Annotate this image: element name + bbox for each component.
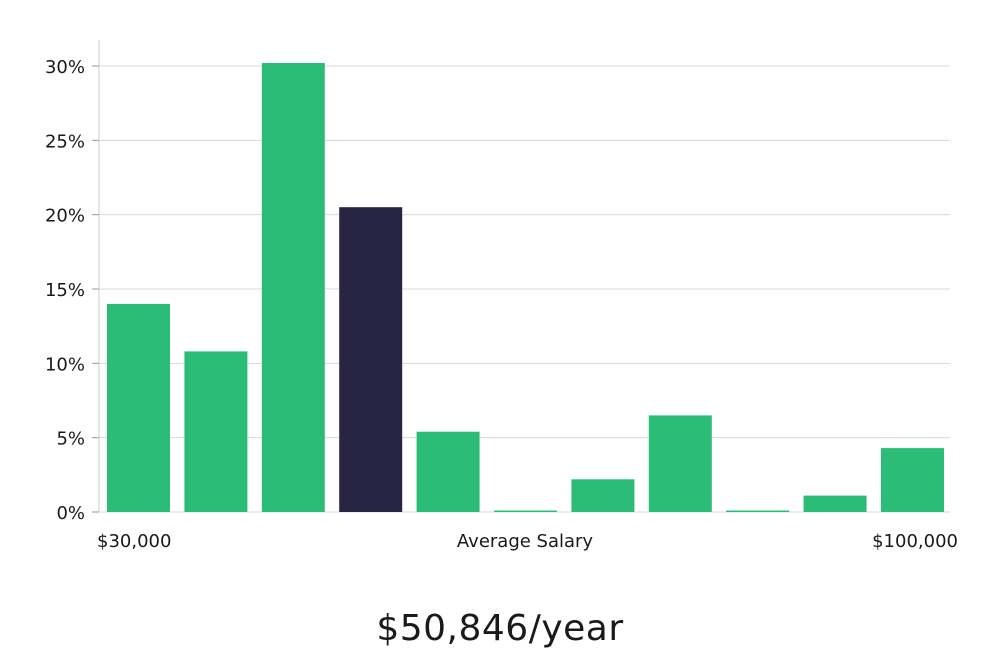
salary-histogram: 0% 5% 10% 15% 20% 25% 30% $30,000 Average Sala… [45, 40, 958, 552]
bar-highlighted [339, 207, 403, 512]
bar [261, 63, 325, 512]
average-salary-value: $50,846/year [376, 608, 624, 649]
bar [184, 351, 248, 512]
bar [648, 415, 712, 512]
bar [726, 510, 790, 512]
bar [571, 479, 635, 512]
y-tick-label: 30% [45, 57, 85, 78]
bar [881, 448, 944, 512]
bars [107, 63, 944, 512]
y-tick-labels: 0% 5% 10% 15% 20% 25% 30% [45, 57, 99, 524]
x-axis-title: Average Salary [457, 531, 594, 552]
x-min-label: $30,000 [97, 531, 171, 552]
y-tick-label: 20% [45, 206, 85, 227]
y-tick-label: 0% [56, 503, 85, 524]
bar [803, 495, 867, 512]
y-tick-label: 5% [56, 429, 85, 450]
y-tick-label: 10% [45, 354, 85, 375]
bar [107, 303, 170, 512]
x-max-label: $100,000 [872, 531, 958, 552]
bar [416, 431, 480, 512]
y-tick-label: 15% [45, 280, 85, 301]
bar [494, 510, 557, 512]
y-tick-label: 25% [45, 131, 85, 152]
